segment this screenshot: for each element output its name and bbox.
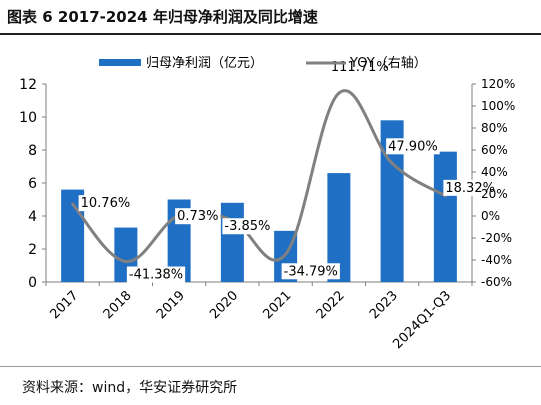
legend-bar-label: 归母净利润（亿元） [146,56,263,71]
left-tick-label: 10 [19,110,37,126]
right-tick-label: 40% [481,165,508,179]
yoy-data-label: -41.38% [129,268,183,283]
yoy-data-label: 18.32% [445,181,495,196]
x-tick-label: 2024Q1-Q3 [390,288,454,352]
x-tick-label: 2021 [260,288,294,322]
axes [42,83,476,286]
data-labels: 10.76%-41.38%0.73%-3.85%-34.79%111.71%47… [78,59,497,283]
right-tick-label: -60% [481,275,512,289]
right-tick-label: 0% [481,209,500,223]
data-label-bg [443,179,497,196]
title-divider [0,33,541,35]
yoy-point [284,252,288,256]
source-note: 资料来源：wind，华安证券研究所 [22,380,238,396]
figure-title: 图表 6 2017-2024 年归母净利润及同比增速 [7,8,318,26]
left-tick-label: 6 [28,176,37,192]
right-tick-label: 100% [481,99,515,113]
x-tick-label: 2020 [207,288,241,322]
bar [433,151,457,282]
right-tick-label: -20% [481,231,512,245]
legend-line-label: YOY（右轴） [349,56,427,71]
right-tick-label: -40% [481,253,512,267]
right-tick-label: 60% [481,143,508,157]
legend-bar-swatch [99,59,141,66]
chart: 10.76%-41.38%0.73%-3.85%-34.79%111.71%47… [19,56,515,352]
x-tick-label: 2022 [314,288,348,322]
x-tick-label: 2018 [101,288,135,322]
left-tick-label: 4 [28,209,37,225]
source-divider [0,366,541,367]
data-label-bg [126,266,186,283]
right-tick-label: 120% [481,77,515,91]
data-label-bg [281,263,340,280]
yoy-data-label: -3.85% [224,219,270,234]
left-tick-label: 0 [28,275,37,291]
yoy-data-label: 0.73% [177,209,218,224]
x-tick-label: 2023 [367,288,401,322]
data-label-bg [78,195,133,212]
yoy-data-label: 10.76% [81,196,131,211]
left-tick-label: 8 [28,143,37,159]
yoy-point [71,202,75,206]
data-label-bg [175,208,221,225]
left-tick-label: 2 [28,242,37,258]
x-tick-label: 2019 [154,288,188,322]
bar [220,202,244,282]
bar [327,173,351,282]
bar [380,120,404,282]
x-tick-label: 2017 [47,288,81,322]
yoy-point [124,260,128,264]
yoy-line [71,89,447,264]
yoy-point [390,161,394,165]
yoy-point [337,91,341,95]
right-tick-label: 20% [481,187,508,201]
yoy-data-label: -34.79% [284,264,338,279]
data-label-bg [386,138,440,155]
yoy-data-label: 47.90% [388,139,438,154]
left-tick-label: 12 [19,77,37,93]
right-tick-label: 80% [481,121,508,135]
legend: 归母净利润（亿元） YOY（右轴） [99,56,427,71]
data-label-bg [222,218,273,235]
